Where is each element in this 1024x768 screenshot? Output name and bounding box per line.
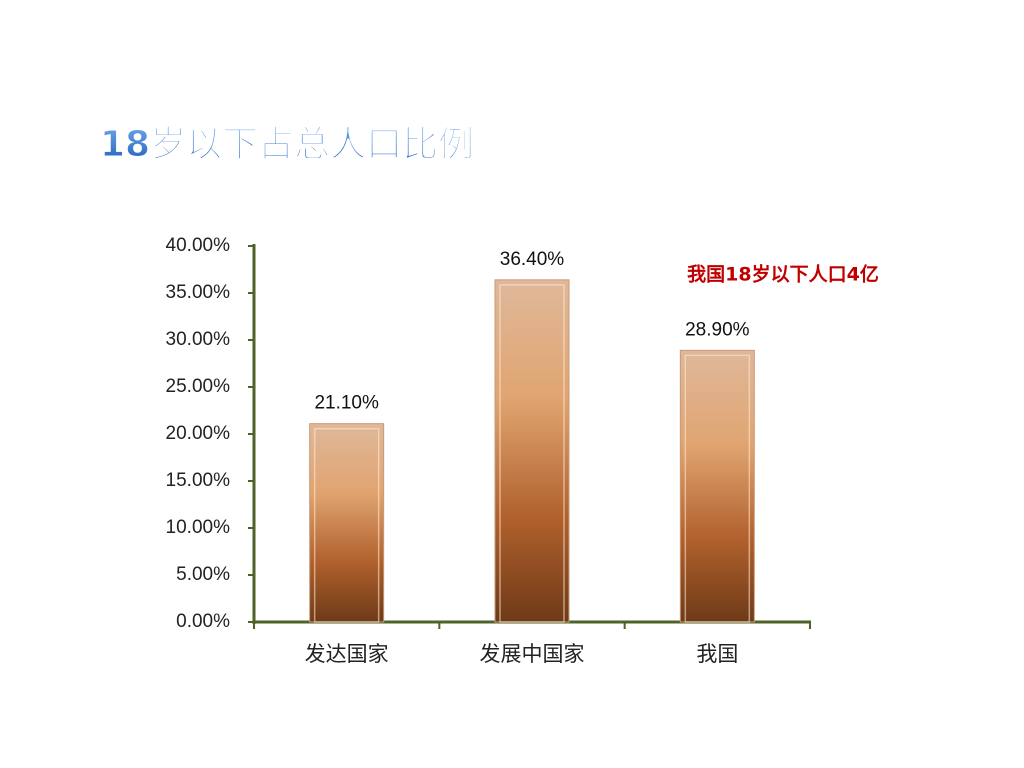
y-tick-label: 10.00% (166, 517, 231, 538)
bar (309, 423, 385, 623)
y-tick-label: 5.00% (176, 564, 230, 585)
bar (494, 279, 570, 623)
y-tick-label: 35.00% (166, 282, 231, 303)
y-tick-label: 25.00% (166, 376, 231, 397)
x-tick-label: 发达国家 (305, 642, 389, 666)
x-tick-label: 发展中国家 (480, 642, 585, 666)
y-tick-label: 20.00% (166, 423, 231, 444)
bar-bevel (684, 354, 751, 623)
value-label: 21.10% (314, 393, 379, 414)
y-tick-label: 30.00% (166, 329, 231, 350)
bar (679, 349, 755, 623)
y-tick-label: 15.00% (166, 470, 231, 491)
value-label: 28.90% (685, 319, 750, 340)
annotation: 我国18岁以下人口4亿 (687, 263, 879, 286)
chart-title: 18岁以下占总人口比例 (100, 124, 474, 165)
x-tick-label: 我国 (696, 642, 738, 666)
bar-bevel (313, 427, 380, 623)
value-label: 36.40% (500, 249, 565, 270)
y-tick-label: 40.00% (166, 235, 231, 256)
y-tick-label: 0.00% (176, 611, 230, 632)
bar-bevel (499, 284, 565, 623)
